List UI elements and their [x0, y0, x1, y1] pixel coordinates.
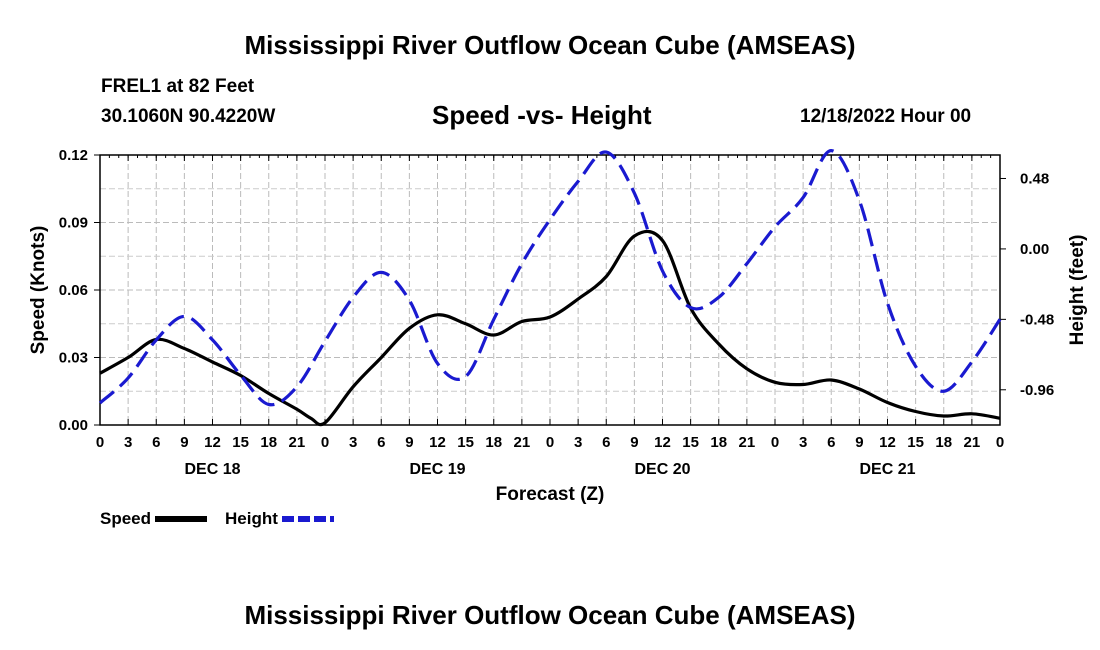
x-tick-label: 3 — [799, 434, 807, 451]
x-tick-label: 12 — [204, 434, 221, 451]
x-tick-label: 9 — [630, 434, 638, 451]
y-right-axis-title: Height (feet) — [1067, 235, 1088, 346]
station-label: FREL1 at 82 Feet — [101, 76, 255, 97]
x-tick-label: 3 — [124, 434, 132, 451]
x-tick-label: 18 — [485, 434, 502, 451]
day-label: DEC 20 — [634, 461, 690, 478]
x-tick-label: 0 — [546, 434, 554, 451]
x-tick-label: 15 — [232, 434, 249, 451]
legend: Speed Height — [100, 509, 334, 529]
x-tick-label: 6 — [827, 434, 835, 451]
y-right-tick-label: -0.48 — [1020, 311, 1054, 328]
plot-title: Speed -vs- Height — [432, 100, 652, 130]
x-tick-label: 9 — [855, 434, 863, 451]
day-label: DEC 18 — [184, 461, 240, 478]
day-label: DEC 19 — [409, 461, 465, 478]
y-left-tick-label: 0.06 — [59, 282, 88, 299]
x-tick-label: 3 — [349, 434, 357, 451]
speed-series-line — [99, 229, 1001, 427]
x-tick-label: 21 — [289, 434, 306, 451]
x-tick-label: 21 — [964, 434, 981, 451]
y-left-axis-title: Speed (Knots) — [28, 226, 49, 355]
axis-ticks — [94, 154, 1006, 426]
x-axis-title: Forecast (Z) — [496, 484, 605, 505]
legend-speed-label: Speed — [100, 509, 152, 528]
x-tick-label: 0 — [96, 434, 104, 451]
x-tick-label: 9 — [405, 434, 413, 451]
x-tick-label: 6 — [602, 434, 610, 451]
y-left-tick-label: 0.09 — [59, 215, 88, 232]
x-tick-label: 0 — [996, 434, 1004, 451]
x-tick-label: 12 — [879, 434, 896, 451]
x-tick-label: 15 — [457, 434, 474, 451]
x-tick-label: 15 — [682, 434, 699, 451]
x-tick-label: 18 — [935, 434, 952, 451]
y-left-tick-label: 0.12 — [59, 147, 88, 164]
x-tick-label: 18 — [710, 434, 727, 451]
chart-title: Mississippi River Outflow Ocean Cube (AM… — [244, 30, 856, 60]
axis-labels: 0 3 6 9 12 15 18 21 0 3 6 9 12 15 18 21 0 3 6 9 12 15 18 21 0 3 6 9… — [28, 147, 1088, 505]
x-tick-label: 18 — [260, 434, 277, 451]
x-tick-label: 12 — [429, 434, 446, 451]
x-tick-label: 6 — [377, 434, 385, 451]
station-coordinates: 30.1060N 90.4220W — [101, 106, 276, 127]
height-series-line — [98, 149, 1002, 407]
y-left-tick-label: 0.00 — [59, 417, 88, 434]
speed-height-chart: 0 3 6 9 12 15 18 21 0 3 6 9 12 15 18 21 0 3 6 9 12 15 18 21 0 3 6 9… — [28, 147, 1088, 505]
x-tick-label: 6 — [152, 434, 160, 451]
series-group — [98, 149, 1002, 427]
forecast-date: 12/18/2022 Hour 00 — [800, 106, 972, 127]
legend-speed-swatch — [155, 516, 208, 522]
grid-lines — [100, 155, 1000, 425]
repeated-chart-title: Mississippi River Outflow Ocean Cube (AM… — [244, 600, 856, 630]
day-label: DEC 21 — [859, 461, 915, 478]
y-left-tick-label: 0.03 — [59, 350, 88, 367]
x-tick-label: 21 — [739, 434, 756, 451]
legend-height-label: Height — [225, 509, 278, 528]
x-tick-label: 21 — [514, 434, 531, 451]
x-tick-label: 3 — [574, 434, 582, 451]
x-tick-label: 0 — [321, 434, 329, 451]
x-tick-label: 15 — [907, 434, 924, 451]
x-tick-label: 0 — [771, 434, 779, 451]
y-right-tick-label: 0.48 — [1020, 170, 1049, 187]
legend-height-swatch — [281, 516, 334, 522]
x-tick-label: 12 — [654, 434, 671, 451]
y-right-tick-label: 0.00 — [1020, 241, 1049, 258]
y-right-tick-label: -0.96 — [1020, 382, 1054, 399]
x-tick-label: 9 — [180, 434, 188, 451]
